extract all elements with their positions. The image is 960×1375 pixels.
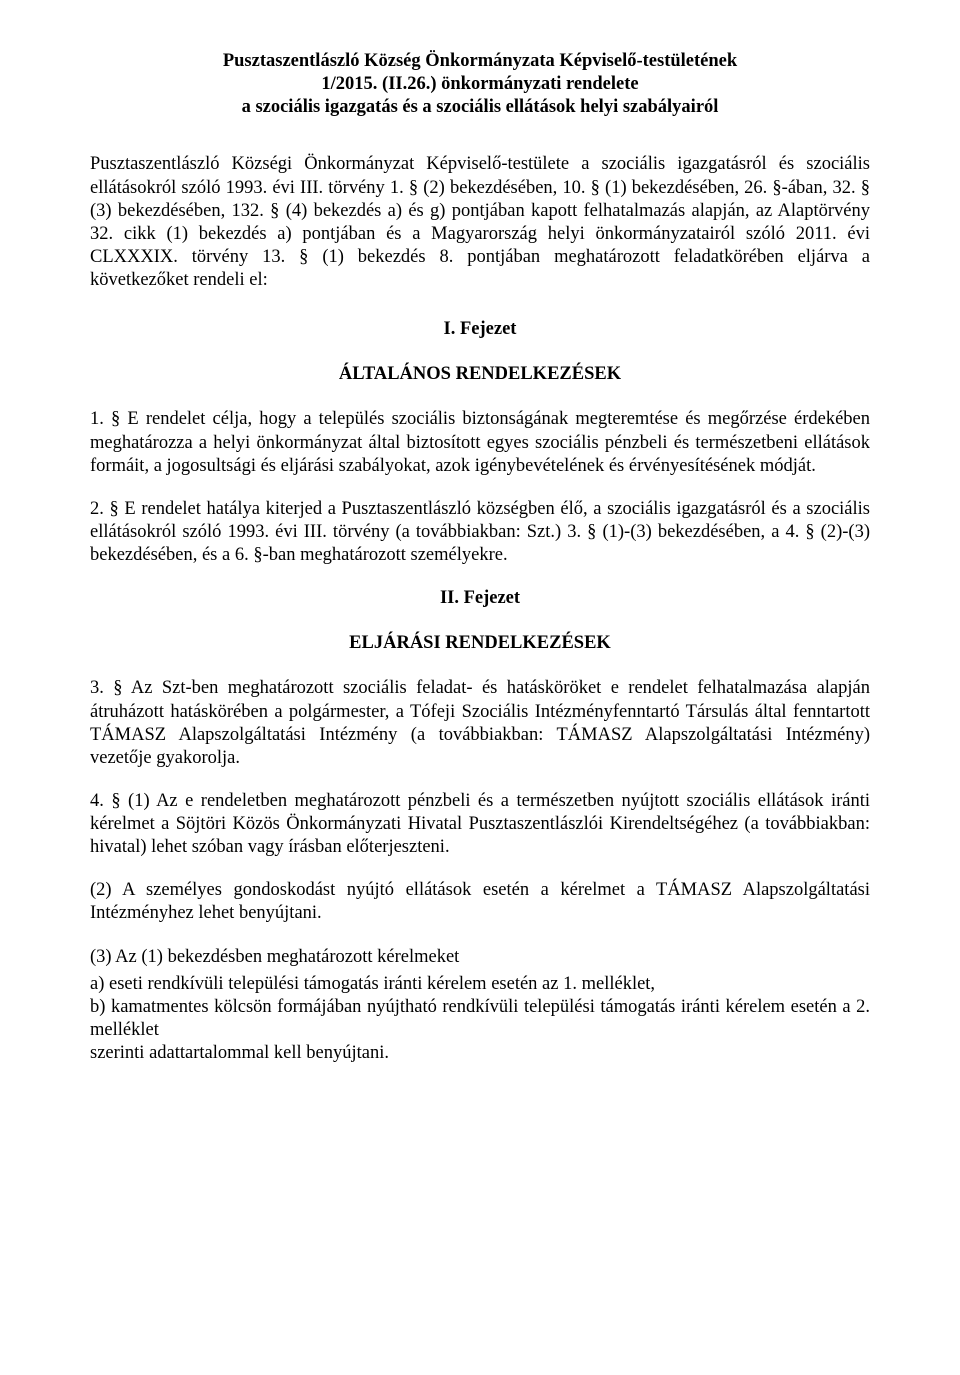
chapter-1-label: I. Fejezet <box>90 318 870 341</box>
section-2: 2. § E rendelet hatálya kiterjed a Puszt… <box>90 498 870 567</box>
title-line-2: 1/2015. (II.26.) önkormányzati rendelete <box>90 73 870 96</box>
chapter-1-heading: ÁLTALÁNOS RENDELKEZÉSEK <box>90 363 870 386</box>
section-4-para-3-a: a) eseti rendkívüli települési támogatás… <box>90 973 870 996</box>
preamble: Pusztaszentlászló Községi Önkormányzat K… <box>90 153 870 292</box>
title-line-1: Pusztaszentlászló Község Önkormányzata K… <box>90 50 870 73</box>
title-line-3: a szociális igazgatás és a szociális ell… <box>90 96 870 119</box>
section-4-para-3-intro: (3) Az (1) bekezdésben meghatározott kér… <box>90 946 870 969</box>
chapter-2-label: II. Fejezet <box>90 587 870 610</box>
section-4-para-3-b: b) kamatmentes kölcsön formájában nyújth… <box>90 996 870 1042</box>
section-1: 1. § E rendelet célja, hogy a település … <box>90 408 870 477</box>
chapter-2-heading: ELJÁRÁSI RENDELKEZÉSEK <box>90 632 870 655</box>
section-4-para-1: 4. § (1) Az e rendeletben meghatározott … <box>90 790 870 859</box>
section-4-para-2: (2) A személyes gondoskodást nyújtó ellá… <box>90 879 870 925</box>
section-4-para-3-tail: szerinti adattartalommal kell benyújtani… <box>90 1042 870 1065</box>
document-page: Pusztaszentlászló Község Önkormányzata K… <box>0 0 960 1375</box>
section-3: 3. § Az Szt-ben meghatározott szociális … <box>90 677 870 770</box>
title-block: Pusztaszentlászló Község Önkormányzata K… <box>90 50 870 119</box>
